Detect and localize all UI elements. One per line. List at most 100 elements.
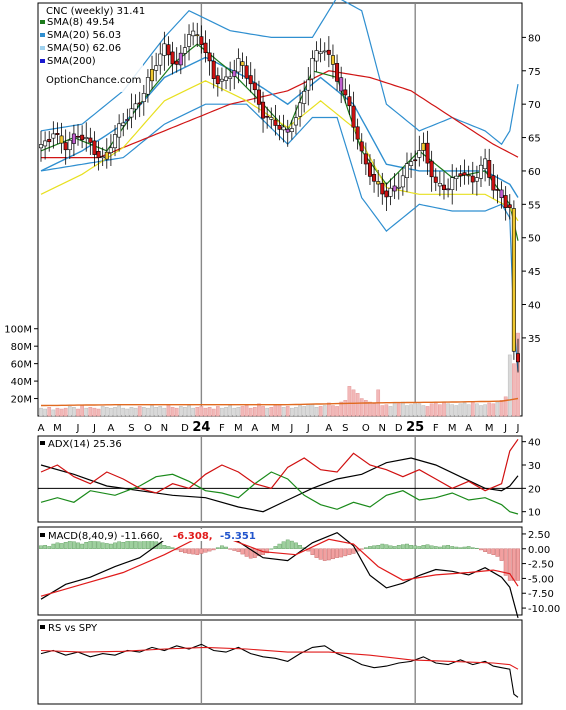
volume-bar <box>442 401 446 417</box>
volume-bar <box>252 407 257 417</box>
volume-bar <box>281 407 286 417</box>
candle-body <box>240 61 245 66</box>
candle-body <box>409 161 414 166</box>
candle-body <box>55 133 60 135</box>
volume-bar <box>203 407 208 417</box>
candle-body <box>174 60 179 65</box>
price-tick-label: 45 <box>528 267 541 278</box>
macd-histogram-bar <box>298 545 302 549</box>
x-axis-label: F <box>219 423 225 434</box>
macd-histogram-bar <box>273 546 278 549</box>
macd-histogram-bar <box>88 540 93 549</box>
adx-tick-label: 20 <box>528 484 541 495</box>
candle-body <box>182 47 187 54</box>
volume-bar <box>84 407 89 417</box>
volume-bar <box>199 406 204 417</box>
volume-bar <box>166 404 171 417</box>
volume-bar <box>224 407 228 417</box>
macd-histogram-bar <box>351 548 356 554</box>
macd-histogram-bar <box>458 547 463 549</box>
volume-bar <box>104 407 109 417</box>
macd-series-macd <box>40 529 519 619</box>
volume-bar <box>191 407 195 417</box>
volume-bar <box>146 407 150 417</box>
sma50-legend-label: SMA(50) 62.06 <box>47 43 121 54</box>
x-axis-label: A <box>325 423 332 434</box>
macd-histogram-bar <box>71 541 76 549</box>
adx-series-adx <box>40 457 519 513</box>
candle-body <box>191 30 196 37</box>
candle-body <box>474 177 479 182</box>
macd-histogram-bar <box>487 548 492 554</box>
candle-body <box>322 50 327 53</box>
volume-bar <box>154 407 158 417</box>
candle-body <box>511 208 516 352</box>
candle-body <box>491 175 496 191</box>
macd-histogram-bar <box>462 546 467 549</box>
price-tick-label: 75 <box>528 67 541 78</box>
volume-bar <box>59 408 64 417</box>
volume-bar <box>269 407 274 417</box>
macd-histogram-bar <box>429 545 434 549</box>
macd-title: MACD(8,40,9) -11.660, <box>48 531 163 542</box>
macd-histogram-bar <box>117 541 122 549</box>
rs-series-rsma <box>40 646 519 670</box>
candle-body <box>199 36 204 45</box>
volume-bar <box>158 406 163 417</box>
volume-bar <box>43 408 47 417</box>
x-axis-label: D <box>181 423 189 434</box>
macd-histogram-bar <box>203 548 208 553</box>
x-axis-label: S <box>128 423 134 434</box>
x-axis-label: 25 <box>406 420 424 435</box>
macd-histogram-bar <box>310 548 315 555</box>
candle-body <box>236 58 241 73</box>
candle-body <box>330 55 335 65</box>
macd-histogram-bar <box>265 548 270 554</box>
macd-histogram-bar <box>318 548 323 560</box>
volume-bar <box>220 407 224 417</box>
macd-histogram-bar <box>437 546 442 549</box>
sma200-swatch <box>40 59 45 63</box>
macd-histogram-bar <box>104 543 109 549</box>
macd-histogram-bar <box>335 548 339 558</box>
volume-bar <box>417 403 422 417</box>
volume-tick-label: 100M <box>4 325 32 336</box>
volume-bar <box>425 406 430 417</box>
candle-body <box>104 151 109 160</box>
macd-tick-label: 0.00 <box>528 545 550 556</box>
macd-histogram-bar <box>294 542 298 549</box>
volume-bar <box>314 407 319 417</box>
volume-bar <box>195 407 200 417</box>
volume-bar <box>96 408 101 417</box>
volume-bar <box>277 404 282 417</box>
volume-bar <box>438 404 442 417</box>
candle-body <box>96 150 101 159</box>
volume-tick-label: 20M <box>11 395 32 406</box>
volume-bar <box>516 332 520 417</box>
volume-bar <box>396 403 401 417</box>
candle-body <box>384 190 389 198</box>
macd-histogram-bar <box>51 543 56 549</box>
adx-panel-frame <box>37 435 523 523</box>
x-axis-label: O <box>362 423 370 434</box>
macd-histogram-bar <box>314 548 319 558</box>
macd-series-signal <box>40 537 519 597</box>
volume-bar <box>503 396 508 417</box>
macd-histogram-bar <box>281 541 286 549</box>
volume-bar <box>475 403 479 417</box>
candle-body <box>207 52 212 62</box>
candle-body <box>343 89 348 96</box>
candle-body <box>170 51 175 65</box>
volume-bar <box>433 402 438 417</box>
candle-body <box>400 175 405 188</box>
volume-bar <box>265 407 270 417</box>
price-legend: CNC (weekly) 31.41 SMA(8) 49.54 SMA(20) … <box>39 4 145 92</box>
volume-bar <box>261 406 265 417</box>
volume-average-line <box>41 397 519 407</box>
macd-histogram-bar <box>113 542 117 549</box>
volume-bar <box>129 407 134 417</box>
candle-body <box>396 186 401 189</box>
candle-body <box>113 134 118 149</box>
x-axis-label: A <box>251 423 258 434</box>
volume-bar <box>372 403 376 417</box>
